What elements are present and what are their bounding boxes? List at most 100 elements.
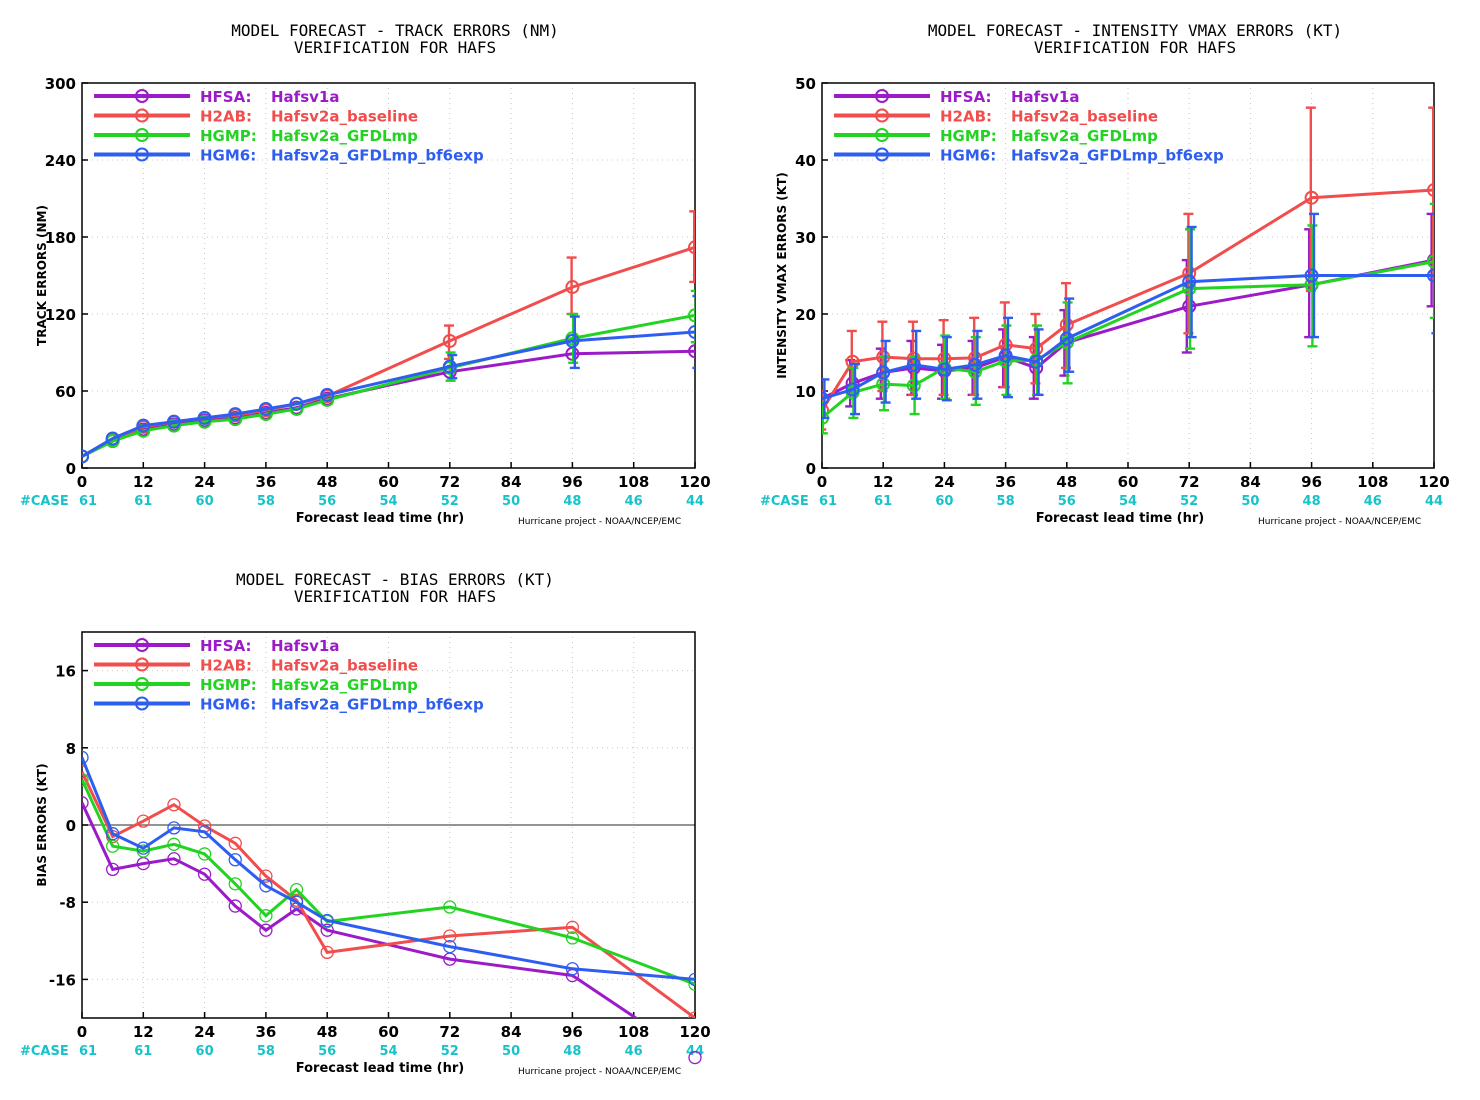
data-point	[320, 913, 334, 928]
data-point	[906, 378, 921, 393]
case-count: 61	[79, 494, 97, 509]
data-point	[105, 431, 120, 446]
data-point	[197, 847, 212, 861]
series-hgmp	[82, 289, 695, 464]
legend-marker	[875, 108, 889, 123]
data-point	[228, 853, 242, 867]
plot-area	[82, 750, 702, 1065]
case-count: 56	[318, 494, 336, 509]
legend-label: HFSA:	[200, 88, 252, 106]
case-count: 54	[1119, 494, 1137, 509]
data-point	[688, 972, 695, 987]
credit: Hurricane project - NOAA/NCEP/EMC	[1258, 517, 1421, 527]
data-point	[565, 962, 580, 976]
legend-label: HFSA:	[940, 88, 992, 106]
legend-desc: Hafsv2a_baseline	[1011, 108, 1158, 126]
data-point	[258, 401, 273, 416]
data-point	[320, 923, 334, 937]
data-point	[688, 344, 695, 359]
data-point	[259, 923, 273, 937]
data-point	[442, 333, 457, 348]
case-count: 60	[935, 494, 953, 509]
plot-area	[822, 106, 1434, 435]
x-axis-label: Forecast lead time (hr)	[296, 511, 464, 526]
case-count: 58	[997, 494, 1015, 509]
case-count: 46	[1364, 494, 1382, 509]
x-tick-label: 120	[679, 1023, 710, 1041]
data-point	[82, 449, 89, 464]
x-tick-label: 108	[1357, 473, 1388, 491]
y-tick-label: 0	[66, 817, 76, 835]
legend-desc: Hafsv2a_baseline	[271, 108, 418, 126]
series-h2ab	[822, 106, 1434, 431]
case-count: 56	[1058, 494, 1076, 509]
case-count: 50	[502, 1044, 520, 1059]
credit: Hurricane project - NOAA/NCEP/EMC	[518, 517, 681, 527]
legend-marker	[135, 657, 149, 672]
x-tick-label: 84	[501, 473, 522, 491]
data-point	[166, 418, 181, 433]
x-tick-label: 48	[317, 1023, 338, 1041]
y-tick-label: -8	[59, 894, 76, 912]
case-count: 50	[502, 494, 520, 509]
y-tick-label: 0	[66, 460, 76, 478]
series-hgm6	[822, 212, 1434, 420]
x-tick-label: 24	[194, 1023, 215, 1041]
data-point	[136, 418, 151, 433]
case-count: 48	[1303, 494, 1321, 509]
x-tick-label: 48	[317, 473, 338, 491]
legend-marker	[135, 677, 149, 691]
data-point	[197, 825, 212, 839]
chart-panel-1: MODEL FORECAST - TRACK ERRORS (NM)VERIFI…	[20, 21, 711, 527]
data-point	[197, 414, 212, 429]
data-point	[688, 977, 695, 991]
legend-marker	[875, 147, 889, 162]
chart-title: MODEL FORECAST - TRACK ERRORS (NM)	[231, 21, 559, 40]
legend-desc: Hafsv1a	[271, 88, 339, 106]
data-point	[1304, 190, 1319, 205]
data-point	[167, 837, 181, 851]
data-point	[1427, 183, 1434, 198]
x-tick-label: 96	[1301, 473, 1322, 491]
chart-subtitle: VERIFICATION FOR HAFS	[294, 587, 496, 606]
data-point	[688, 308, 695, 323]
x-tick-label: 0	[77, 473, 87, 491]
x-tick-label: 36	[995, 473, 1016, 491]
data-point	[228, 899, 242, 913]
legend-label: HGMP:	[940, 127, 997, 145]
series-hgm6	[82, 294, 695, 464]
x-tick-label: 36	[255, 473, 276, 491]
y-tick-label: 180	[45, 229, 76, 247]
case-count: 61	[874, 494, 892, 509]
x-tick-label: 60	[378, 473, 399, 491]
legend-label: H2AB:	[200, 657, 252, 675]
y-axis-label: TRACK ERRORS (NM)	[35, 205, 49, 346]
x-tick-label: 72	[1179, 473, 1200, 491]
plot-area	[82, 210, 695, 464]
y-tick-label: 300	[45, 75, 76, 93]
data-point	[82, 750, 89, 765]
legend-desc: Hafsv1a	[1011, 88, 1079, 106]
y-tick-label: 8	[66, 740, 76, 758]
legend-marker	[135, 696, 149, 711]
legend-label: HGM6:	[200, 696, 256, 714]
data-point	[106, 827, 120, 841]
y-tick-label: 0	[806, 460, 816, 478]
case-prefix: #CASE	[20, 1044, 69, 1059]
data-point	[968, 357, 982, 372]
series-line	[82, 771, 695, 1018]
legend-label: HGM6:	[940, 147, 996, 165]
data-point	[1059, 331, 1074, 346]
case-prefix: #CASE	[20, 494, 69, 509]
x-tick-label: 12	[133, 473, 154, 491]
legend-label: HGMP:	[200, 676, 257, 694]
legend-desc: Hafsv2a_GFDLmp	[271, 127, 418, 145]
data-point	[443, 900, 457, 914]
case-count: 54	[379, 1044, 397, 1059]
x-tick-label: 12	[133, 1023, 154, 1041]
series-h2ab	[82, 765, 695, 1018]
legend-label: HFSA:	[200, 637, 252, 655]
data-point	[167, 798, 181, 812]
data-point	[228, 877, 242, 891]
data-point-offscale	[688, 1050, 702, 1065]
